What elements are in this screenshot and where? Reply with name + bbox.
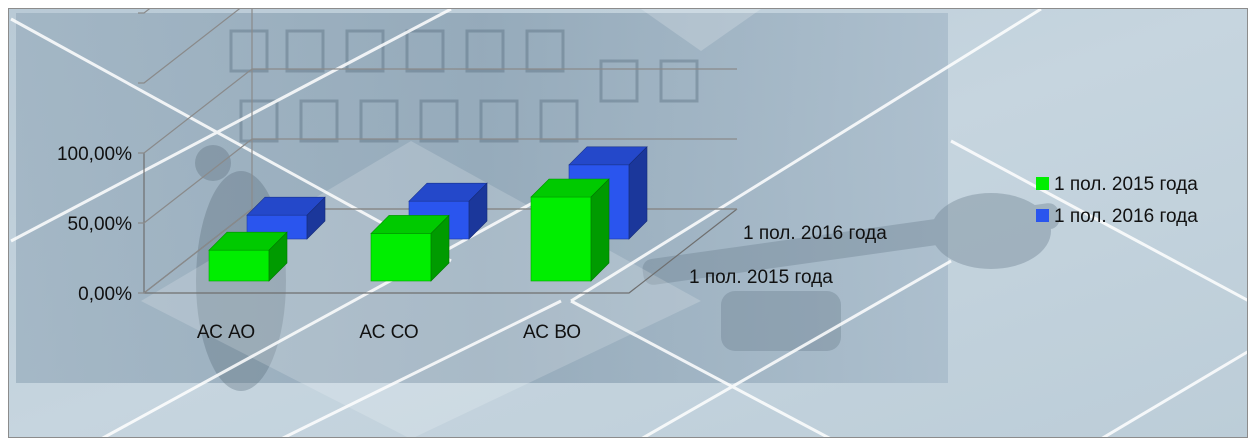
chart-canvas: 0,00% 50,00% 100,00% АС АО АС СО АС ВО 1 пол. … xyxy=(9,9,1247,437)
bar-side-face xyxy=(268,231,288,282)
legend-swatch xyxy=(1036,177,1049,190)
depth-axis-label: 1 пол. 2016 года xyxy=(743,223,887,244)
y-tick-label: 0,00% xyxy=(78,284,132,305)
chart-gridlines xyxy=(138,9,738,294)
bar-side-face xyxy=(430,214,450,282)
bar-side-face xyxy=(306,196,326,240)
bar-side-face xyxy=(468,182,488,240)
gridline xyxy=(138,9,241,84)
gridline xyxy=(138,138,737,224)
bar-front-face xyxy=(370,233,432,282)
chart-frame: 0,00% 50,00% 100,00% АС АО АС СО АС ВО 1 пол. … xyxy=(8,8,1248,438)
bar-front-face xyxy=(208,249,270,282)
x-tick-label: АС АО xyxy=(197,322,255,343)
bar-front-face xyxy=(530,196,592,282)
bar-side-face xyxy=(628,146,648,240)
legend-label: 1 пол. 2016 года xyxy=(1054,206,1198,227)
gridline xyxy=(138,68,737,154)
x-tick-label: АС ВО xyxy=(523,322,581,343)
depth-axis-label: 1 пол. 2015 года xyxy=(689,267,833,288)
legend-label: 1 пол. 2015 года xyxy=(1054,174,1198,195)
chart-bars xyxy=(208,146,648,282)
y-tick-label: 100,00% xyxy=(57,144,132,165)
gridline xyxy=(138,208,737,294)
gridline xyxy=(138,9,151,14)
y-tick-label: 50,00% xyxy=(68,214,133,235)
x-tick-label: АС СО xyxy=(359,322,418,343)
bar-side-face xyxy=(590,178,610,282)
chart-labels: 0,00% 50,00% 100,00% АС АО АС СО АС ВО 1 пол. … xyxy=(57,144,887,343)
chart-legend: 1 пол. 2015 года 1 пол. 2016 года xyxy=(1036,174,1198,227)
legend-swatch xyxy=(1036,209,1049,222)
